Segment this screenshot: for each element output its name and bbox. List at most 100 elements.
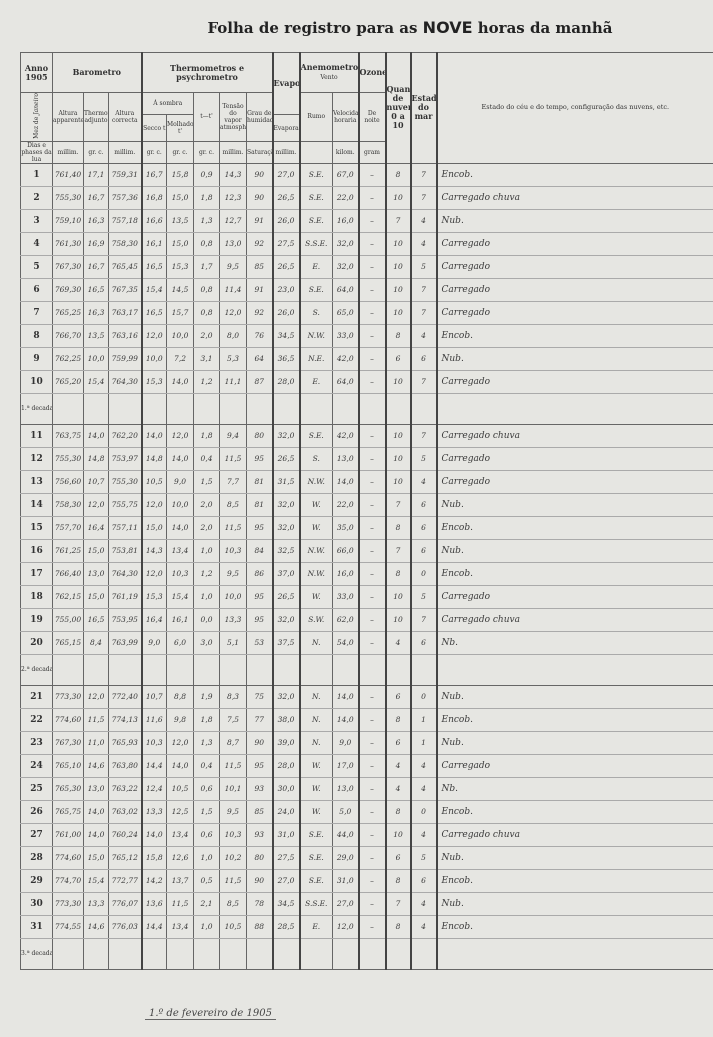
rumo-cell: N.: [298, 730, 334, 755]
ozone-cell: –: [357, 753, 387, 778]
empty-cell: [83, 392, 109, 425]
estado-cell: Nub.: [435, 891, 713, 916]
mar-cell: 7: [409, 185, 438, 210]
unit-label: millim.: [52, 140, 84, 164]
altura-apparente-cell: 762,15: [52, 584, 84, 609]
day-cell: 20: [20, 630, 53, 655]
empty-cell: [107, 937, 143, 970]
tensao-cell: 10,3: [219, 538, 248, 563]
mar-cell: 4: [409, 469, 438, 494]
day-cell: 29: [20, 868, 53, 893]
diff-cell: 3,1: [193, 346, 221, 371]
altura-apparente-cell: 759,10: [52, 208, 84, 233]
empty-cell: [332, 392, 360, 425]
ozone-cell: –: [357, 561, 387, 586]
estado-cell: Encob.: [435, 868, 713, 893]
altura-apparente-cell: 761,00: [52, 822, 84, 847]
secco-cell: 16,4: [140, 607, 168, 632]
grau-cell: 64: [246, 346, 274, 371]
diff-cell: 0,0: [193, 607, 221, 632]
thermometro-adjunto-cell: 14,0: [83, 822, 109, 847]
thermometro-adjunto-cell: 15,4: [83, 868, 109, 893]
estado-cell: Carregado: [435, 469, 713, 494]
grau-cell: 80: [246, 845, 274, 870]
empty-cell: [246, 653, 274, 686]
altura-apparente-cell: 758,30: [52, 492, 84, 517]
empty-cell: [384, 392, 412, 425]
thermometro-adjunto-cell: 14,8: [83, 446, 109, 471]
empty-cell: [409, 392, 438, 425]
tensao-cell: 10,1: [219, 776, 248, 801]
tensao-cell: 11,4: [219, 277, 248, 302]
nuvens-cell: 8: [384, 914, 412, 939]
velocidade-cell: 22,0: [332, 492, 360, 517]
decada-row: 2.ª decada: [20, 653, 713, 686]
velocidade-cell: 33,0: [332, 323, 360, 348]
evaporacao-cell: 39,0: [271, 730, 301, 755]
diff-cell: 0,8: [193, 231, 221, 256]
nuvens-cell: 10: [384, 822, 412, 847]
estado-cell: Encob.: [435, 515, 713, 540]
empty-cell: [435, 653, 713, 686]
day-cell: 22: [20, 707, 53, 732]
mar-cell: 0: [409, 561, 438, 586]
grau-cell: 81: [246, 492, 274, 517]
grau-cell: 84: [246, 538, 274, 563]
estado-cell: Carregado: [435, 231, 713, 256]
thermometro-adjunto-cell: 16,9: [83, 231, 109, 256]
ozone-cell: –: [357, 684, 387, 709]
altura-apparente-cell: 774,60: [52, 845, 84, 870]
day-cell: 5: [20, 254, 53, 279]
altura-correcta-cell: 767,35: [107, 277, 143, 302]
estado-cell: Encob.: [435, 323, 713, 348]
evaporacao-cell: 26,0: [271, 300, 301, 325]
estado-cell: Nub.: [435, 538, 713, 563]
velocidade-cell: 27,0: [332, 891, 360, 916]
mar-cell: 4: [409, 231, 438, 256]
day-cell: 21: [20, 684, 53, 709]
velocidade-cell: 14,0: [332, 707, 360, 732]
tensao-cell: 13,0: [219, 231, 248, 256]
rumo-cell: N.W.: [298, 538, 334, 563]
grau-cell: 93: [246, 822, 274, 847]
evaporacao-cell: 27,5: [271, 231, 301, 256]
velocidade-cell: 13,0: [332, 446, 360, 471]
secco-cell: 15,8: [140, 845, 168, 870]
diff-header: t—t': [193, 92, 221, 142]
altura-apparente-cell: 755,00: [52, 607, 84, 632]
mar-cell: 1: [409, 707, 438, 732]
secco-cell: 14,4: [140, 753, 168, 778]
tensao-cell: 8,7: [219, 730, 248, 755]
ozone-cell: –: [357, 538, 387, 563]
day-cell: 25: [20, 776, 53, 801]
secco-cell: 10,7: [140, 684, 168, 709]
table-row: 12 755,30 14,8 753,97 14,8 14,0 0,4 11,5 95 26,5 S…: [20, 446, 713, 471]
tensao-cell: 10,5: [219, 914, 248, 939]
nuvens-cell: 10: [384, 607, 412, 632]
table-row: 11 763,75 14,0 762,20 14,0 12,0 1,8 9,4 80 32,0 S.…: [20, 423, 713, 448]
secco-header: Secco t: [140, 114, 168, 142]
thermometro-adjunto-cell: 16,5: [83, 607, 109, 632]
tensao-cell: 9,5: [219, 561, 248, 586]
grau-cell: 85: [246, 254, 274, 279]
evaporacao-cell: 32,0: [271, 607, 301, 632]
evaporacao-cell: 37,5: [271, 630, 301, 655]
molhado-cell: 14,0: [166, 515, 195, 540]
evaporacao-cell: 27,0: [271, 162, 301, 187]
velocidade-cell: 16,0: [332, 208, 360, 233]
tensao-cell: 14,3: [219, 162, 248, 187]
empty-cell: [435, 392, 713, 425]
thermometro-adjunto-cell: 17,1: [83, 162, 109, 187]
velocidade-cell: 67,0: [332, 162, 360, 187]
grau-cell: 95: [246, 515, 274, 540]
thermometro-adjunto-cell: 13,0: [83, 776, 109, 801]
diff-cell: 1,0: [193, 845, 221, 870]
diff-cell: 2,0: [193, 492, 221, 517]
table-row: 7 765,25 16,3 763,17 16,5 15,7 0,8 12,0 92 26,0 S.…: [20, 300, 713, 325]
secco-cell: 15,4: [140, 277, 168, 302]
thermometro-adjunto-cell: 11,0: [83, 730, 109, 755]
table-row: 2 755,30 16,7 757,36 16,8 15,0 1,8 12,3 90 26,5 S.…: [20, 185, 713, 210]
unit-label: gr. c.: [83, 140, 109, 164]
molhado-cell: 13,5: [166, 208, 195, 233]
altura-apparente-cell: 765,75: [52, 799, 84, 824]
